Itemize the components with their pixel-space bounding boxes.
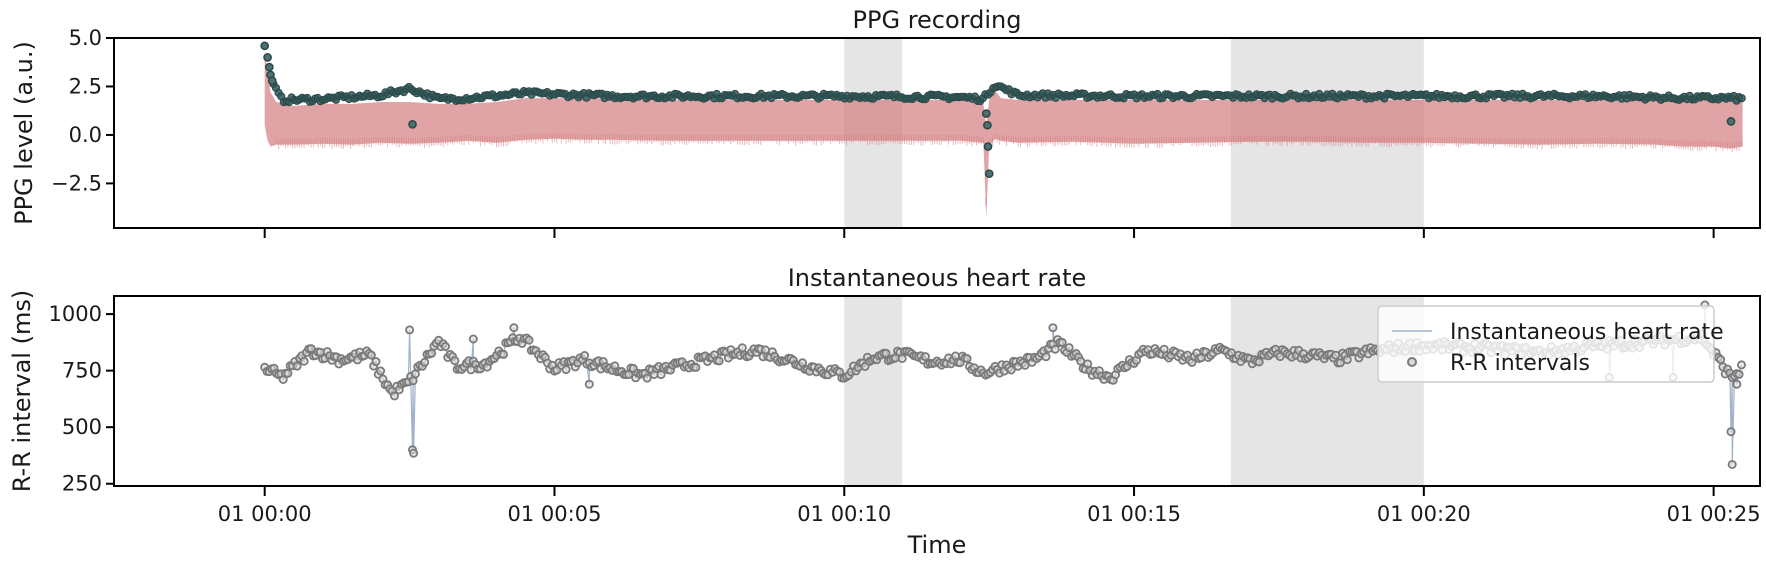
ppg-peak-point: [1737, 94, 1746, 103]
rr-interval-point: [1732, 379, 1742, 389]
rr-interval-point: [371, 357, 381, 367]
ppg-y-tick-label: 2.5: [69, 74, 102, 98]
heart-rate-x-tick-label: 01 00:15: [1087, 502, 1181, 526]
rr-interval-point: [691, 362, 701, 372]
rr-interval-point: [405, 325, 415, 335]
rr-interval-point: [1335, 358, 1345, 368]
heart-rate-panel: Instantaneous heart rate 250 500 750 1000 0…: [8, 264, 1761, 559]
legend-label-heart-rate: Instantaneous heart rate: [1450, 320, 1724, 345]
rr-interval-point: [1020, 360, 1030, 370]
rr-interval-point: [962, 353, 972, 363]
ppg-y-tick-label: −2.5: [51, 171, 102, 195]
legend-label-rr-intervals: R-R intervals: [1450, 351, 1590, 376]
legend-marker-swatch: [1407, 357, 1417, 367]
rr-interval-point: [1737, 360, 1747, 370]
ppg-y-axis-label: PPG level (a.u.): [10, 41, 38, 225]
rr-interval-point: [468, 334, 478, 344]
ppg-signal-band: [264, 49, 1743, 219]
ppg-signal-area: [264, 49, 1743, 219]
heart-rate-x-tick-label: 01 00:20: [1377, 502, 1471, 526]
heart-rate-x-axis-label: Time: [907, 531, 967, 559]
rr-interval-point: [1064, 343, 1074, 353]
rr-interval-point: [737, 343, 747, 353]
ppg-peak-point: [984, 169, 994, 179]
heart-rate-y-tick-label: 1000: [49, 302, 102, 326]
heart-rate-x-ticks: 01 00:00 01 00:05 01 00:10 01 00:15 01 00:20…: [218, 486, 1761, 526]
legend-box: [1377, 305, 1715, 383]
rr-interval-point: [920, 352, 930, 362]
ppg-peak-point: [263, 53, 272, 62]
rr-interval-point: [580, 350, 590, 360]
ppg-peak-point: [1726, 117, 1736, 126]
heart-rate-y-ticks: 250 500 750 1000: [49, 302, 114, 496]
rr-interval-point: [642, 373, 652, 383]
ppg-panel: PPG recording −2.5 0.0 2.5 5.0 PPG level (a…: [10, 6, 1761, 238]
ppg-y-tick-label: 0.0: [69, 123, 102, 147]
ppg-x-ticks: [263, 228, 1715, 238]
ppg-peak-point: [260, 41, 270, 51]
ppg-peak-point: [981, 109, 991, 118]
rr-interval-point: [366, 350, 376, 360]
rr-interval-point: [283, 368, 293, 378]
heart-rate-y-tick-label: 750: [62, 359, 102, 383]
rr-interval-point: [1727, 459, 1737, 469]
ppg-peak-point: [983, 120, 992, 130]
ppg-peak-point: [408, 119, 417, 129]
ppg-plot-frame: [113, 37, 1761, 229]
ppg-peak-point: [267, 76, 277, 86]
rr-interval-point: [1254, 357, 1264, 367]
heart-rate-x-tick-label: 01 00:25: [1667, 502, 1761, 526]
heart-rate-shaded-spans: [844, 296, 1424, 486]
rr-interval-point: [1734, 369, 1744, 379]
rr-interval-point: [376, 366, 386, 376]
ppg-panel-title: PPG recording: [853, 6, 1022, 34]
heart-rate-x-tick-label: 01 00:05: [508, 502, 602, 526]
rr-interval-point: [584, 379, 594, 389]
ppg-peaks: [260, 41, 1746, 179]
rr-interval-point: [561, 365, 571, 375]
heart-rate-panel-title: Instantaneous heart rate: [788, 264, 1087, 292]
rr-interval-point: [509, 323, 519, 333]
rr-interval-point: [1057, 337, 1067, 347]
heart-rate-y-tick-label: 250: [62, 472, 102, 496]
legend: Instantaneous heart rate R-R intervals: [1377, 305, 1724, 383]
rr-interval-point: [450, 356, 460, 366]
rr-interval-point: [1041, 352, 1051, 362]
rr-interval-point: [409, 448, 419, 458]
rr-interval-point: [524, 335, 534, 345]
rr-interval-point: [427, 348, 437, 358]
rr-interval-point: [1050, 344, 1060, 354]
rr-interval-point: [389, 391, 399, 401]
rr-interval-point: [420, 357, 430, 367]
ppg-y-ticks: −2.5 0.0 2.5 5.0: [51, 26, 114, 195]
rr-interval-point: [1048, 323, 1058, 333]
rr-interval-point: [292, 361, 302, 371]
rr-interval-point: [1006, 365, 1016, 375]
rr-interval-point: [498, 349, 508, 359]
rr-interval-point: [440, 341, 450, 351]
ppg-peak-point: [264, 62, 274, 72]
rr-interval-point: [714, 356, 724, 366]
heart-rate-x-tick-label: 01 00:10: [797, 502, 891, 526]
rr-interval-point: [1716, 355, 1726, 365]
ppg-y-tick-label: 5.0: [69, 26, 102, 50]
ppg-peak-point: [983, 142, 993, 151]
rr-interval-point: [1726, 427, 1736, 437]
rr-interval-point: [1342, 355, 1352, 365]
heart-rate-shaded-span: [844, 296, 903, 486]
rr-interval-point: [299, 356, 309, 366]
ppg-signal-texture: [275, 133, 1742, 206]
heart-rate-y-tick-label: 500: [62, 415, 102, 439]
heart-rate-x-tick-label: 01 00:00: [218, 502, 312, 526]
heart-rate-y-axis-label: R-R interval (ms): [8, 290, 36, 492]
heart-rate-plot-frame: [113, 295, 1761, 487]
